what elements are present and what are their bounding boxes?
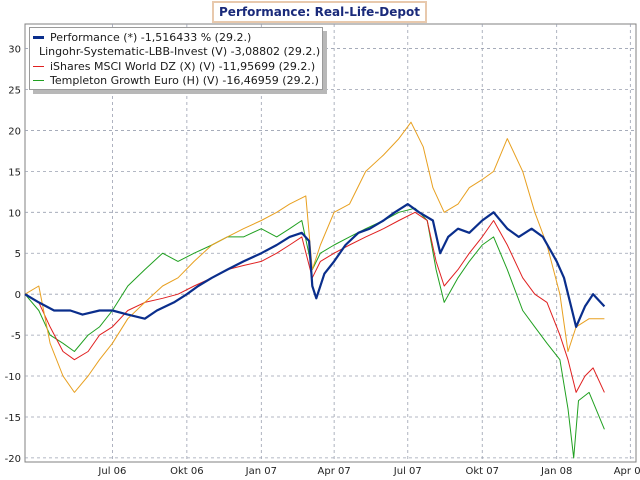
y-tick-label: 0 [15,290,21,301]
x-axis-ticks: Jul 06 Okt 06 Jan 07 Apr 07 Jul 07 Okt 07 Jan … [97,466,640,477]
series-line [24,121,605,393]
x-tick-label: Okt 06 [170,466,204,477]
legend-item: iShares MSCI World DZ (X) (V) -11,95699 … [33,59,319,74]
x-tick-label: Apr 08 [614,466,640,477]
legend-label: Performance (*) -1,516433 % (29.2.) [50,30,252,44]
legend-item: Performance (*) -1,516433 % (29.2.) [33,30,319,45]
series-line [24,203,606,328]
y-tick-label: -20 [5,454,21,465]
legend-swatch [33,80,44,82]
y-tick-label: -15 [5,413,21,424]
legend-item: Templeton Growth Euro (H) (V) -16,46959 … [33,74,319,89]
legend-label: Templeton Growth Euro (H) (V) -16,46959 … [50,74,319,88]
series-lines [24,121,606,459]
plot-area [24,23,637,463]
x-tick-label: Jan 08 [540,466,572,477]
y-tick-label: -10 [5,372,21,383]
legend-swatch [33,35,44,39]
y-tick-label: 15 [8,167,21,178]
y-tick-label: 10 [8,208,21,219]
x-tick-label: Apr 07 [318,466,351,477]
y-tick-label: 20 [8,126,21,137]
y-axis-ticks: -20 -15 -10 -5 0 5 10 15 20 25 30 [5,45,21,465]
chart-title: Performance: Real-Life-Depot [212,1,427,23]
legend-swatch [33,65,44,67]
x-tick-label: Jul 06 [97,466,126,477]
y-tick-label: 25 [8,85,21,96]
legend-item: Lingohr-Systematic-LBB-Invest (V) -3,088… [33,45,321,60]
x-tick-label: Okt 07 [465,466,499,477]
x-tick-label: Jan 07 [245,466,277,477]
y-tick-label: 5 [15,249,21,260]
series-line [24,207,605,459]
series-line [24,211,605,393]
y-tick-label: 30 [8,45,21,56]
y-tick-label: -5 [11,331,21,342]
legend: Performance (*) -1,516433 % (29.2.) Ling… [29,27,323,90]
x-tick-label: Jul 07 [393,466,422,477]
legend-label: Lingohr-Systematic-LBB-Invest (V) -3,088… [39,45,321,59]
legend-label: iShares MSCI World DZ (X) (V) -11,95699 … [50,59,316,73]
grid [25,24,636,462]
plot-frame [24,23,637,463]
